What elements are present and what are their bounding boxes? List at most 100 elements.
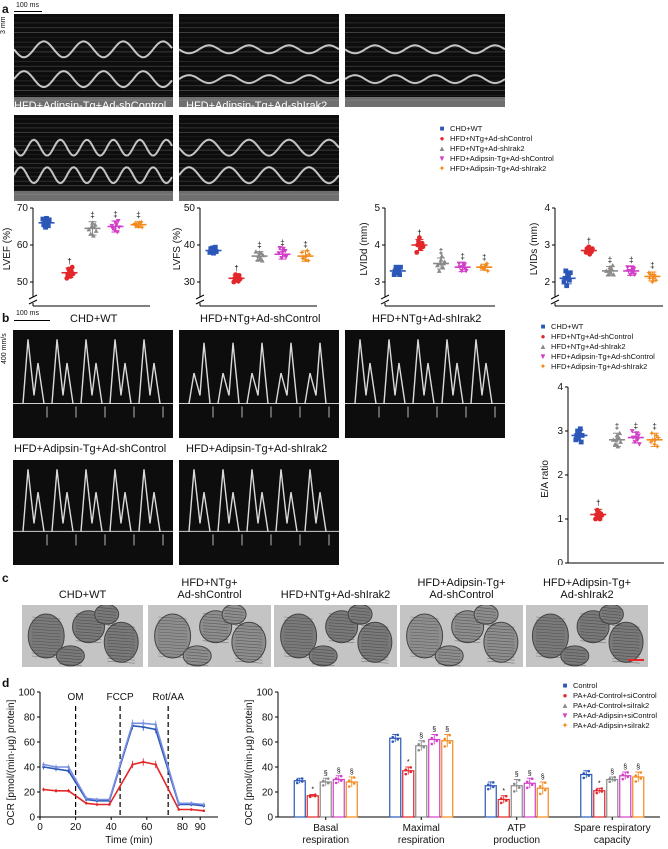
crista	[311, 654, 335, 658]
circle-marker-icon: ●	[439, 134, 445, 143]
crista	[107, 645, 135, 649]
crista	[612, 624, 640, 628]
data-point	[42, 788, 45, 791]
crista	[235, 624, 263, 628]
axis-break-mark	[550, 299, 560, 305]
data-point	[435, 739, 439, 743]
flow-wave	[275, 469, 298, 532]
crista	[158, 619, 188, 623]
y-tick-label: 3	[544, 240, 550, 251]
bar	[389, 737, 402, 818]
data-point	[512, 782, 516, 786]
crista	[158, 640, 188, 644]
crista	[437, 648, 461, 652]
y-tick-label: 50	[184, 203, 196, 214]
crista	[107, 660, 135, 664]
data-point	[306, 251, 312, 257]
significance-mark: §	[432, 727, 436, 734]
data-point	[141, 760, 145, 764]
triangle-marker-icon: ▲	[561, 701, 569, 710]
y-tick-label: 80	[262, 713, 274, 724]
data-point	[491, 785, 495, 789]
crista	[612, 642, 640, 646]
data-point	[404, 768, 408, 771]
data-point	[295, 778, 299, 782]
square-marker-icon: ■	[540, 322, 546, 331]
bar	[441, 740, 454, 818]
legend-d-4: PA+Ad-Adipsin+siControl	[573, 711, 658, 720]
flow-wave	[109, 469, 132, 532]
crista	[437, 657, 461, 661]
bar	[402, 770, 415, 818]
axis-break-mark	[28, 299, 38, 305]
flow-wave	[22, 469, 45, 532]
data-point	[326, 781, 330, 785]
crista	[158, 649, 188, 653]
data-point	[305, 257, 311, 264]
data-point	[391, 735, 395, 739]
crista	[224, 610, 244, 613]
bar	[345, 781, 358, 818]
crista	[158, 637, 188, 641]
data-point	[436, 268, 442, 273]
flow-wave	[188, 469, 211, 532]
mmode-image-4	[14, 115, 173, 201]
crista	[563, 657, 587, 661]
crista	[224, 613, 244, 616]
panel-letter-c: c	[2, 571, 9, 585]
crista	[563, 651, 587, 655]
data-point	[525, 786, 529, 790]
bar	[593, 790, 606, 818]
em-texture	[22, 605, 143, 667]
crista	[235, 636, 263, 640]
crista	[535, 625, 565, 629]
crista	[410, 616, 440, 620]
doppler-trace	[345, 339, 505, 418]
wall-motion-trace	[179, 44, 339, 55]
em-scale-bar	[628, 659, 644, 661]
scale-bar-time	[14, 11, 42, 12]
crista	[107, 624, 135, 628]
square-marker-icon: ■	[562, 681, 568, 690]
crista	[202, 640, 229, 643]
flow-wave	[22, 339, 45, 404]
crista	[59, 648, 82, 652]
mmode-image-1	[14, 14, 173, 107]
crista	[535, 655, 565, 659]
crista	[454, 637, 481, 640]
crista	[75, 628, 102, 631]
data-point	[131, 721, 134, 725]
crista	[535, 649, 565, 653]
crista	[158, 634, 188, 638]
crista	[328, 631, 355, 634]
crista	[107, 642, 135, 646]
crista	[487, 657, 515, 661]
data-point	[639, 777, 643, 780]
crista	[476, 622, 496, 625]
y-axis-label: LVFS (%)	[172, 228, 183, 271]
x-tick-label: 20	[70, 822, 82, 833]
crista	[563, 654, 587, 658]
flow-wave	[470, 339, 493, 404]
crista	[361, 651, 389, 655]
data-point	[396, 733, 400, 737]
crista	[31, 622, 61, 626]
data-point	[621, 773, 625, 776]
crista	[476, 619, 496, 622]
category-label: respiration	[302, 835, 349, 846]
crista	[328, 640, 355, 643]
crista	[202, 634, 229, 637]
scale-bar-time-b	[14, 320, 50, 321]
data-point	[613, 778, 617, 782]
data-point	[634, 774, 638, 777]
category-label: respiration	[398, 835, 445, 846]
y-tick-label: 70	[17, 203, 29, 214]
injection-label: FCCP	[106, 692, 134, 703]
data-point	[190, 801, 193, 805]
crista	[410, 631, 440, 635]
legend-d: ■ Control ● PA+Ad-Control+siControl ▲ PA+Ad…	[560, 681, 657, 731]
inverted-triangle-marker-icon: ▼	[438, 154, 446, 163]
crista	[437, 663, 461, 667]
crista	[311, 657, 335, 661]
significance-mark: ‡	[652, 422, 656, 431]
